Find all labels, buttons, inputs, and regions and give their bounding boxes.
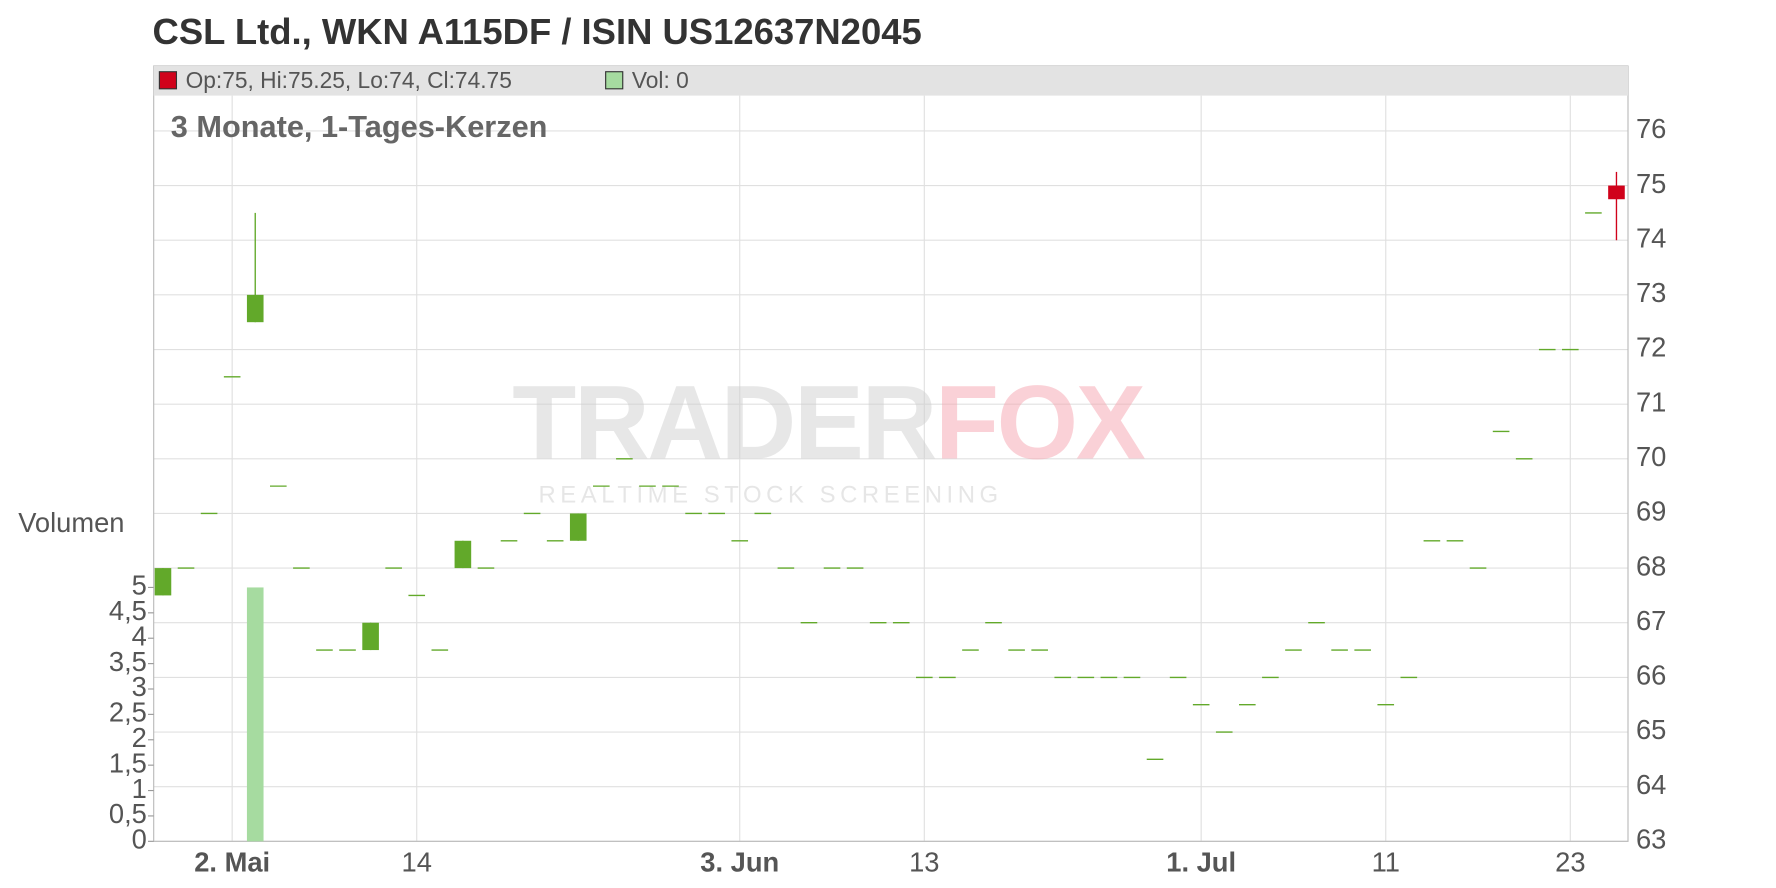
y-tick-label: 69 xyxy=(1636,496,1666,527)
candle-body xyxy=(154,568,172,596)
x-tick-label: 3. Jun xyxy=(700,846,779,877)
y2-tick-label: 2 xyxy=(132,722,147,753)
candle-body xyxy=(454,540,472,569)
y2-tick-label: 1,5 xyxy=(109,747,147,778)
y2-tick-label: 3,5 xyxy=(109,646,147,677)
y-tick-label: 64 xyxy=(1636,769,1666,800)
legend-volume: Vol: 0 xyxy=(632,67,689,93)
x-tick-label: 14 xyxy=(402,846,432,877)
y-tick-label: 72 xyxy=(1636,332,1666,363)
volume-axis-title: Volumen xyxy=(18,507,124,538)
x-tick-label: 23 xyxy=(1555,846,1585,877)
x-tick-label: 2. Mai xyxy=(194,846,270,877)
y2-tick-label: 4,5 xyxy=(109,595,147,626)
y-tick-label: 68 xyxy=(1636,550,1666,581)
y-tick-label: 67 xyxy=(1636,605,1666,636)
watermark: TRADERFOX REALTIME STOCK SCREENING xyxy=(512,364,1147,509)
legend-bar xyxy=(153,66,1629,96)
y-tick-label: 73 xyxy=(1636,277,1666,308)
y-tick-label: 76 xyxy=(1636,113,1666,144)
y-tick-label: 74 xyxy=(1636,222,1666,253)
volume-bar xyxy=(246,587,264,842)
y2-tick-label: 2,5 xyxy=(109,697,147,728)
legend-ohlc: Op:75, Hi:75.25, Lo:74, Cl:74.75 xyxy=(186,67,512,93)
watermark-brand: TRADERFOX xyxy=(512,364,1145,481)
chart-subtitle: 3 Monate, 1-Tages-Kerzen xyxy=(171,109,548,144)
y2-tick-label: 0 xyxy=(132,824,147,855)
x-tick-label: 13 xyxy=(909,846,939,877)
watermark-tagline: REALTIME STOCK SCREENING xyxy=(538,482,1002,509)
y2-tick-label: 0,5 xyxy=(109,798,147,829)
candle-body xyxy=(1608,185,1625,200)
candle-body xyxy=(362,622,379,651)
y2-tick-label: 5 xyxy=(132,570,147,601)
legend-swatch xyxy=(605,71,624,90)
chart-title: CSL Ltd., WKN A115DF / ISIN US12637N2045 xyxy=(153,11,922,52)
legend-swatch xyxy=(158,71,178,90)
y-tick-label: 75 xyxy=(1636,168,1666,199)
y-tick-label: 63 xyxy=(1636,824,1666,855)
candle-body xyxy=(569,513,587,541)
y-tick-label: 65 xyxy=(1636,714,1666,745)
y-tick-label: 66 xyxy=(1636,660,1666,691)
y-tick-label: 71 xyxy=(1636,386,1666,417)
y2-tick-label: 3 xyxy=(132,671,147,702)
x-tick-label: 1. Jul xyxy=(1166,846,1236,877)
x-tick-label: 11 xyxy=(1372,846,1400,877)
y2-tick-label: 1 xyxy=(132,773,147,804)
y2-tick-label: 4 xyxy=(132,620,147,651)
candle-body xyxy=(246,294,264,323)
y-tick-label: 70 xyxy=(1636,441,1666,472)
